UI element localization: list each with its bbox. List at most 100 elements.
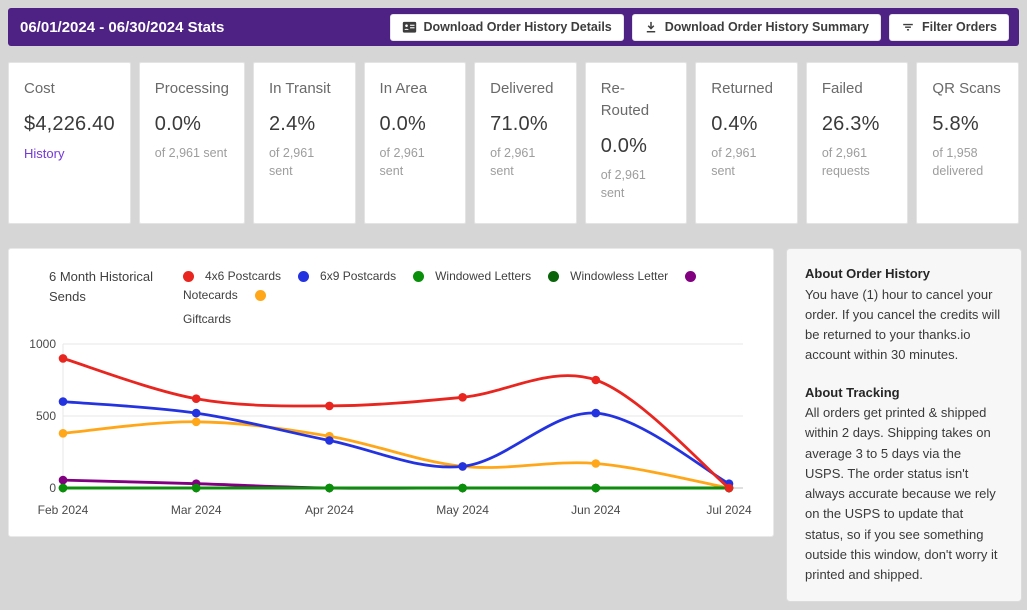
download-icon — [644, 20, 658, 34]
data-point-6x9 Postcards[interactable] — [458, 462, 467, 471]
data-point-4x6 Postcards[interactable] — [724, 483, 734, 493]
legend-label-windowed-letters[interactable]: Windowed Letters — [435, 269, 532, 283]
data-point-4x6 Postcards[interactable] — [458, 393, 467, 402]
data-point-4x6 Postcards[interactable] — [58, 354, 68, 363]
stat-title: In Transit — [268, 80, 331, 97]
legend-dot-giftcards[interactable] — [254, 289, 266, 301]
main-row: 6 Month Historical Sends 4x6 Postcards 6… — [8, 248, 1022, 603]
stat-subtext: of 2,961 sent — [379, 145, 425, 178]
chart-legend: 4x6 Postcards 6x9 Postcards Windowed Let… — [183, 267, 757, 326]
series-line-4x6 Postcards — [61, 357, 731, 490]
x-tick-label: Mar 2024 — [171, 503, 222, 517]
data-point-4x6 Postcards[interactable] — [591, 375, 601, 385]
info-body: You have (1) hour to cancel your order. … — [805, 286, 1001, 363]
series-line-Giftcards — [61, 420, 731, 490]
data-point-6x9 Postcards[interactable] — [191, 408, 201, 418]
series-line-6x9 Postcards — [61, 400, 731, 486]
stat-card-failed: Failed 26.3% of 2,961 requests — [805, 62, 909, 224]
historical-sends-line-chart: 0 500 1000 Feb 2024 Mar 2024 Apr 2024 May 2024… — [29, 337, 752, 517]
stat-card-returned: Returned 0.4% of 2,961 sent — [695, 62, 798, 224]
contact-card-icon — [402, 21, 417, 34]
stat-subtext: of 1,958 delivered — [932, 145, 984, 178]
download-order-history-details-button[interactable]: Download Order History Details — [389, 13, 624, 41]
data-point-Windowed Letters[interactable] — [591, 483, 601, 493]
filter-icon — [901, 20, 915, 34]
stat-subtext: of 2,961 sent — [268, 145, 315, 178]
stat-title: QR Scans — [932, 80, 1001, 97]
button-label: Download Order History Details — [423, 20, 612, 34]
legend-label-giftcards[interactable]: Giftcards — [183, 312, 232, 326]
stat-value: 2.4% — [268, 112, 316, 135]
stat-subtext: of 2,961 sent — [600, 167, 646, 200]
y-tick-label: 500 — [36, 409, 56, 423]
chart-card: 6 Month Historical Sends 4x6 Postcards 6… — [8, 248, 774, 537]
info-section-tracking: About Tracking All orders get printed & … — [805, 383, 1003, 586]
data-point-4x6 Postcards[interactable] — [325, 401, 334, 411]
legend-dot-windowed-letters[interactable] — [413, 270, 425, 282]
x-tick-label: Feb 2024 — [38, 503, 89, 517]
info-body: All orders get printed & shipped within … — [805, 405, 998, 583]
header-bar: 06/01/2024 - 06/30/2024 Stats Download O… — [8, 8, 1019, 46]
data-point-Windowed Letters[interactable] — [58, 483, 68, 493]
legend-dot-notecards[interactable] — [685, 270, 697, 282]
data-point-Giftcards[interactable] — [191, 417, 201, 427]
data-point-6x9 Postcards[interactable] — [325, 436, 334, 445]
stat-title: In Area — [379, 80, 428, 97]
stat-subtext: of 2,961 sent — [711, 145, 757, 178]
stat-title: Returned — [711, 80, 773, 97]
x-tick-label: Jul 2024 — [706, 503, 752, 517]
stat-value: 0.0% — [154, 112, 202, 135]
data-point-Giftcards[interactable] — [58, 429, 68, 438]
data-point-Giftcards[interactable] — [591, 459, 601, 468]
stat-card-in-transit: In Transit 2.4% of 2,961 sent — [252, 62, 356, 224]
stat-value: 26.3% — [821, 112, 880, 135]
legend-dot-6x9-postcards[interactable] — [298, 270, 310, 282]
legend-dot-4x6-postcards[interactable] — [183, 270, 194, 282]
stat-subtext: of 2,961 requests — [821, 145, 870, 178]
chart-header: 6 Month Historical Sends 4x6 Postcards 6… — [25, 267, 757, 326]
stat-card-cost: Cost $4,226.40 History — [8, 62, 131, 224]
stat-title: Failed — [821, 80, 863, 97]
stat-value: 0.4% — [711, 112, 758, 135]
stat-title: Delivered — [490, 80, 554, 97]
button-label: Filter Orders — [921, 20, 997, 34]
stat-card-qr-scans: QR Scans 5.8% of 1,958 delivered — [916, 62, 1019, 224]
stat-value: 0.0% — [600, 134, 648, 157]
filter-orders-button[interactable]: Filter Orders — [888, 13, 1009, 41]
data-point-Windowed Letters[interactable] — [325, 483, 334, 493]
stat-subtext: of 2,961 sent — [154, 145, 228, 160]
data-point-4x6 Postcards[interactable] — [191, 394, 201, 403]
chart-title: 6 Month Historical Sends — [49, 269, 154, 305]
data-point-Windowed Letters[interactable] — [458, 483, 467, 493]
y-tick-label: 1000 — [29, 337, 56, 351]
stats-row: Cost $4,226.40 History Processing 0.0% o… — [8, 62, 1019, 224]
stat-card-delivered: Delivered 71.0% of 2,961 sent — [474, 62, 577, 224]
header-buttons: Download Order History Details Download … — [389, 13, 1009, 41]
info-heading: About Order History — [805, 266, 930, 281]
stat-title: Re-Routed — [600, 80, 650, 119]
download-order-history-summary-button[interactable]: Download Order History Summary — [631, 13, 881, 41]
stat-value: 0.0% — [379, 112, 426, 135]
stat-title: Processing — [154, 80, 229, 97]
data-point-6x9 Postcards[interactable] — [58, 397, 68, 406]
legend-label-6x9-postcards[interactable]: 6x9 Postcards — [320, 269, 397, 283]
legend-label-windowless-letter[interactable]: Windowless Letter — [570, 269, 669, 283]
legend-dot-windowless-letter[interactable] — [548, 270, 560, 282]
stat-value: 71.0% — [490, 112, 548, 135]
data-point-6x9 Postcards[interactable] — [591, 408, 601, 418]
stat-card-re-routed: Re-Routed 0.0% of 2,961 sent — [584, 62, 688, 224]
data-point-Windowed Letters[interactable] — [191, 483, 201, 493]
page-title: 06/01/2024 - 06/30/2024 Stats — [20, 18, 225, 36]
legend-label-4x6-postcards[interactable]: 4x6 Postcards — [205, 269, 282, 283]
stat-value: 5.8% — [932, 112, 979, 135]
legend-label-notecards[interactable]: Notecards — [183, 288, 238, 302]
x-tick-label: May 2024 — [436, 503, 489, 517]
stat-card-processing: Processing 0.0% of 2,961 sent — [138, 62, 245, 224]
stat-card-in-area: In Area 0.0% of 2,961 sent — [363, 62, 467, 224]
history-link[interactable]: History — [24, 145, 65, 161]
info-section-order-history: About Order History You have (1) hour to… — [805, 264, 1003, 366]
data-point-Notecards[interactable] — [58, 475, 68, 485]
x-tick-label: Jun 2024 — [571, 503, 621, 517]
info-panel: About Order History You have (1) hour to… — [786, 248, 1022, 603]
stat-title: Cost — [24, 80, 55, 97]
